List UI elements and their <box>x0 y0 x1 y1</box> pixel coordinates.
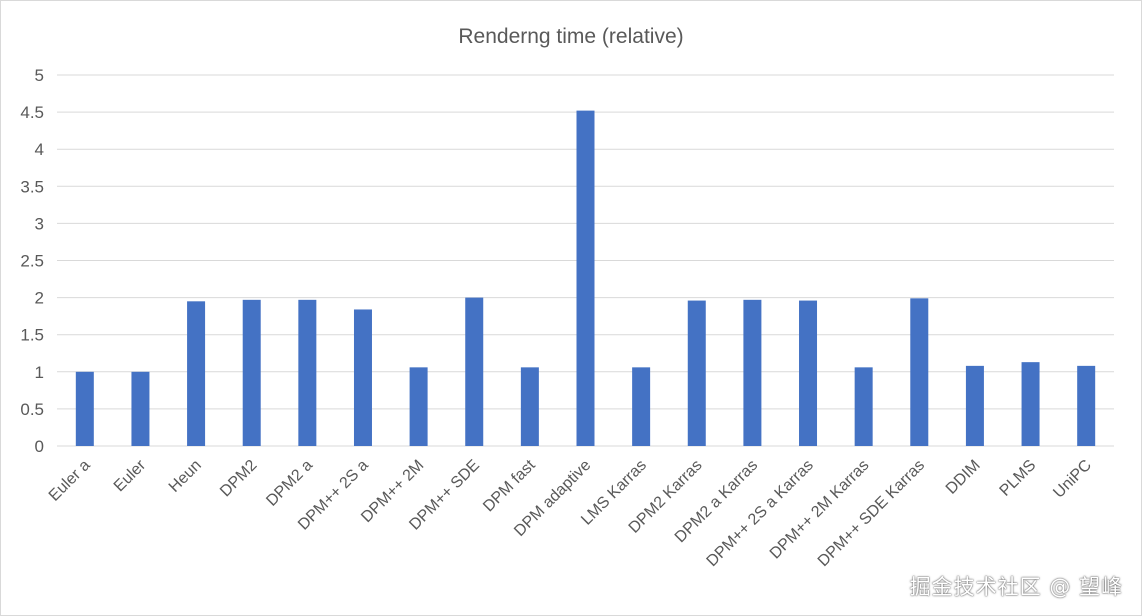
watermark-text: 掘金技术社区 @ 望峰 <box>909 575 1123 599</box>
y-tick-label: 3 <box>35 214 44 233</box>
bar <box>1021 362 1040 446</box>
x-tick-label: Euler a <box>46 457 94 505</box>
bar <box>632 367 651 446</box>
bar <box>576 110 595 446</box>
y-tick-label: 2.5 <box>20 252 44 271</box>
bar <box>465 297 484 446</box>
y-tick-label: 3.5 <box>20 177 44 196</box>
chart-title: Renderng time (relative) <box>458 25 683 48</box>
y-tick-label: 1 <box>35 363 44 382</box>
y-tick-label: 5 <box>35 66 44 85</box>
bar <box>1077 365 1096 446</box>
x-tick-label: DPM++ 2M Karras <box>767 457 873 563</box>
x-tick-label: Euler <box>111 456 150 495</box>
y-tick-label: 2 <box>35 289 44 308</box>
bar <box>854 367 873 446</box>
x-tick-label: Heun <box>166 457 205 496</box>
x-tick-label: DPM fast <box>480 456 539 515</box>
x-tick-label: DPM2 a <box>263 457 316 510</box>
bar <box>910 298 929 446</box>
y-tick-label: 1.5 <box>20 326 44 345</box>
x-tick-label: DPM++ SDE Karras <box>815 457 928 570</box>
bars <box>75 110 1096 446</box>
bar <box>353 309 372 446</box>
y-tick-label: 0.5 <box>20 400 44 419</box>
bar <box>75 371 94 446</box>
bar <box>131 371 150 446</box>
bar <box>743 299 762 446</box>
bar <box>520 367 539 446</box>
y-tick-label: 4.5 <box>20 103 44 122</box>
bar <box>298 299 317 446</box>
bar <box>242 299 261 446</box>
bar <box>965 365 984 446</box>
bar <box>187 301 206 446</box>
x-tick-label: DPM++ 2S a Karras <box>704 457 817 570</box>
bar <box>687 300 706 446</box>
y-tick-label: 0 <box>35 437 44 456</box>
x-tick-label: UniPC <box>1050 457 1095 502</box>
x-tick-label: PLMS <box>997 457 1040 500</box>
y-tick-label: 4 <box>35 140 44 159</box>
x-tick-label: DDIM <box>943 457 984 498</box>
x-tick-label: DPM2 <box>217 457 261 501</box>
bar <box>409 367 428 446</box>
y-axis-ticks: 0 0.5 1 1.5 2 2.5 3 3.5 4 4.5 5 <box>20 66 44 456</box>
bar <box>799 300 818 446</box>
